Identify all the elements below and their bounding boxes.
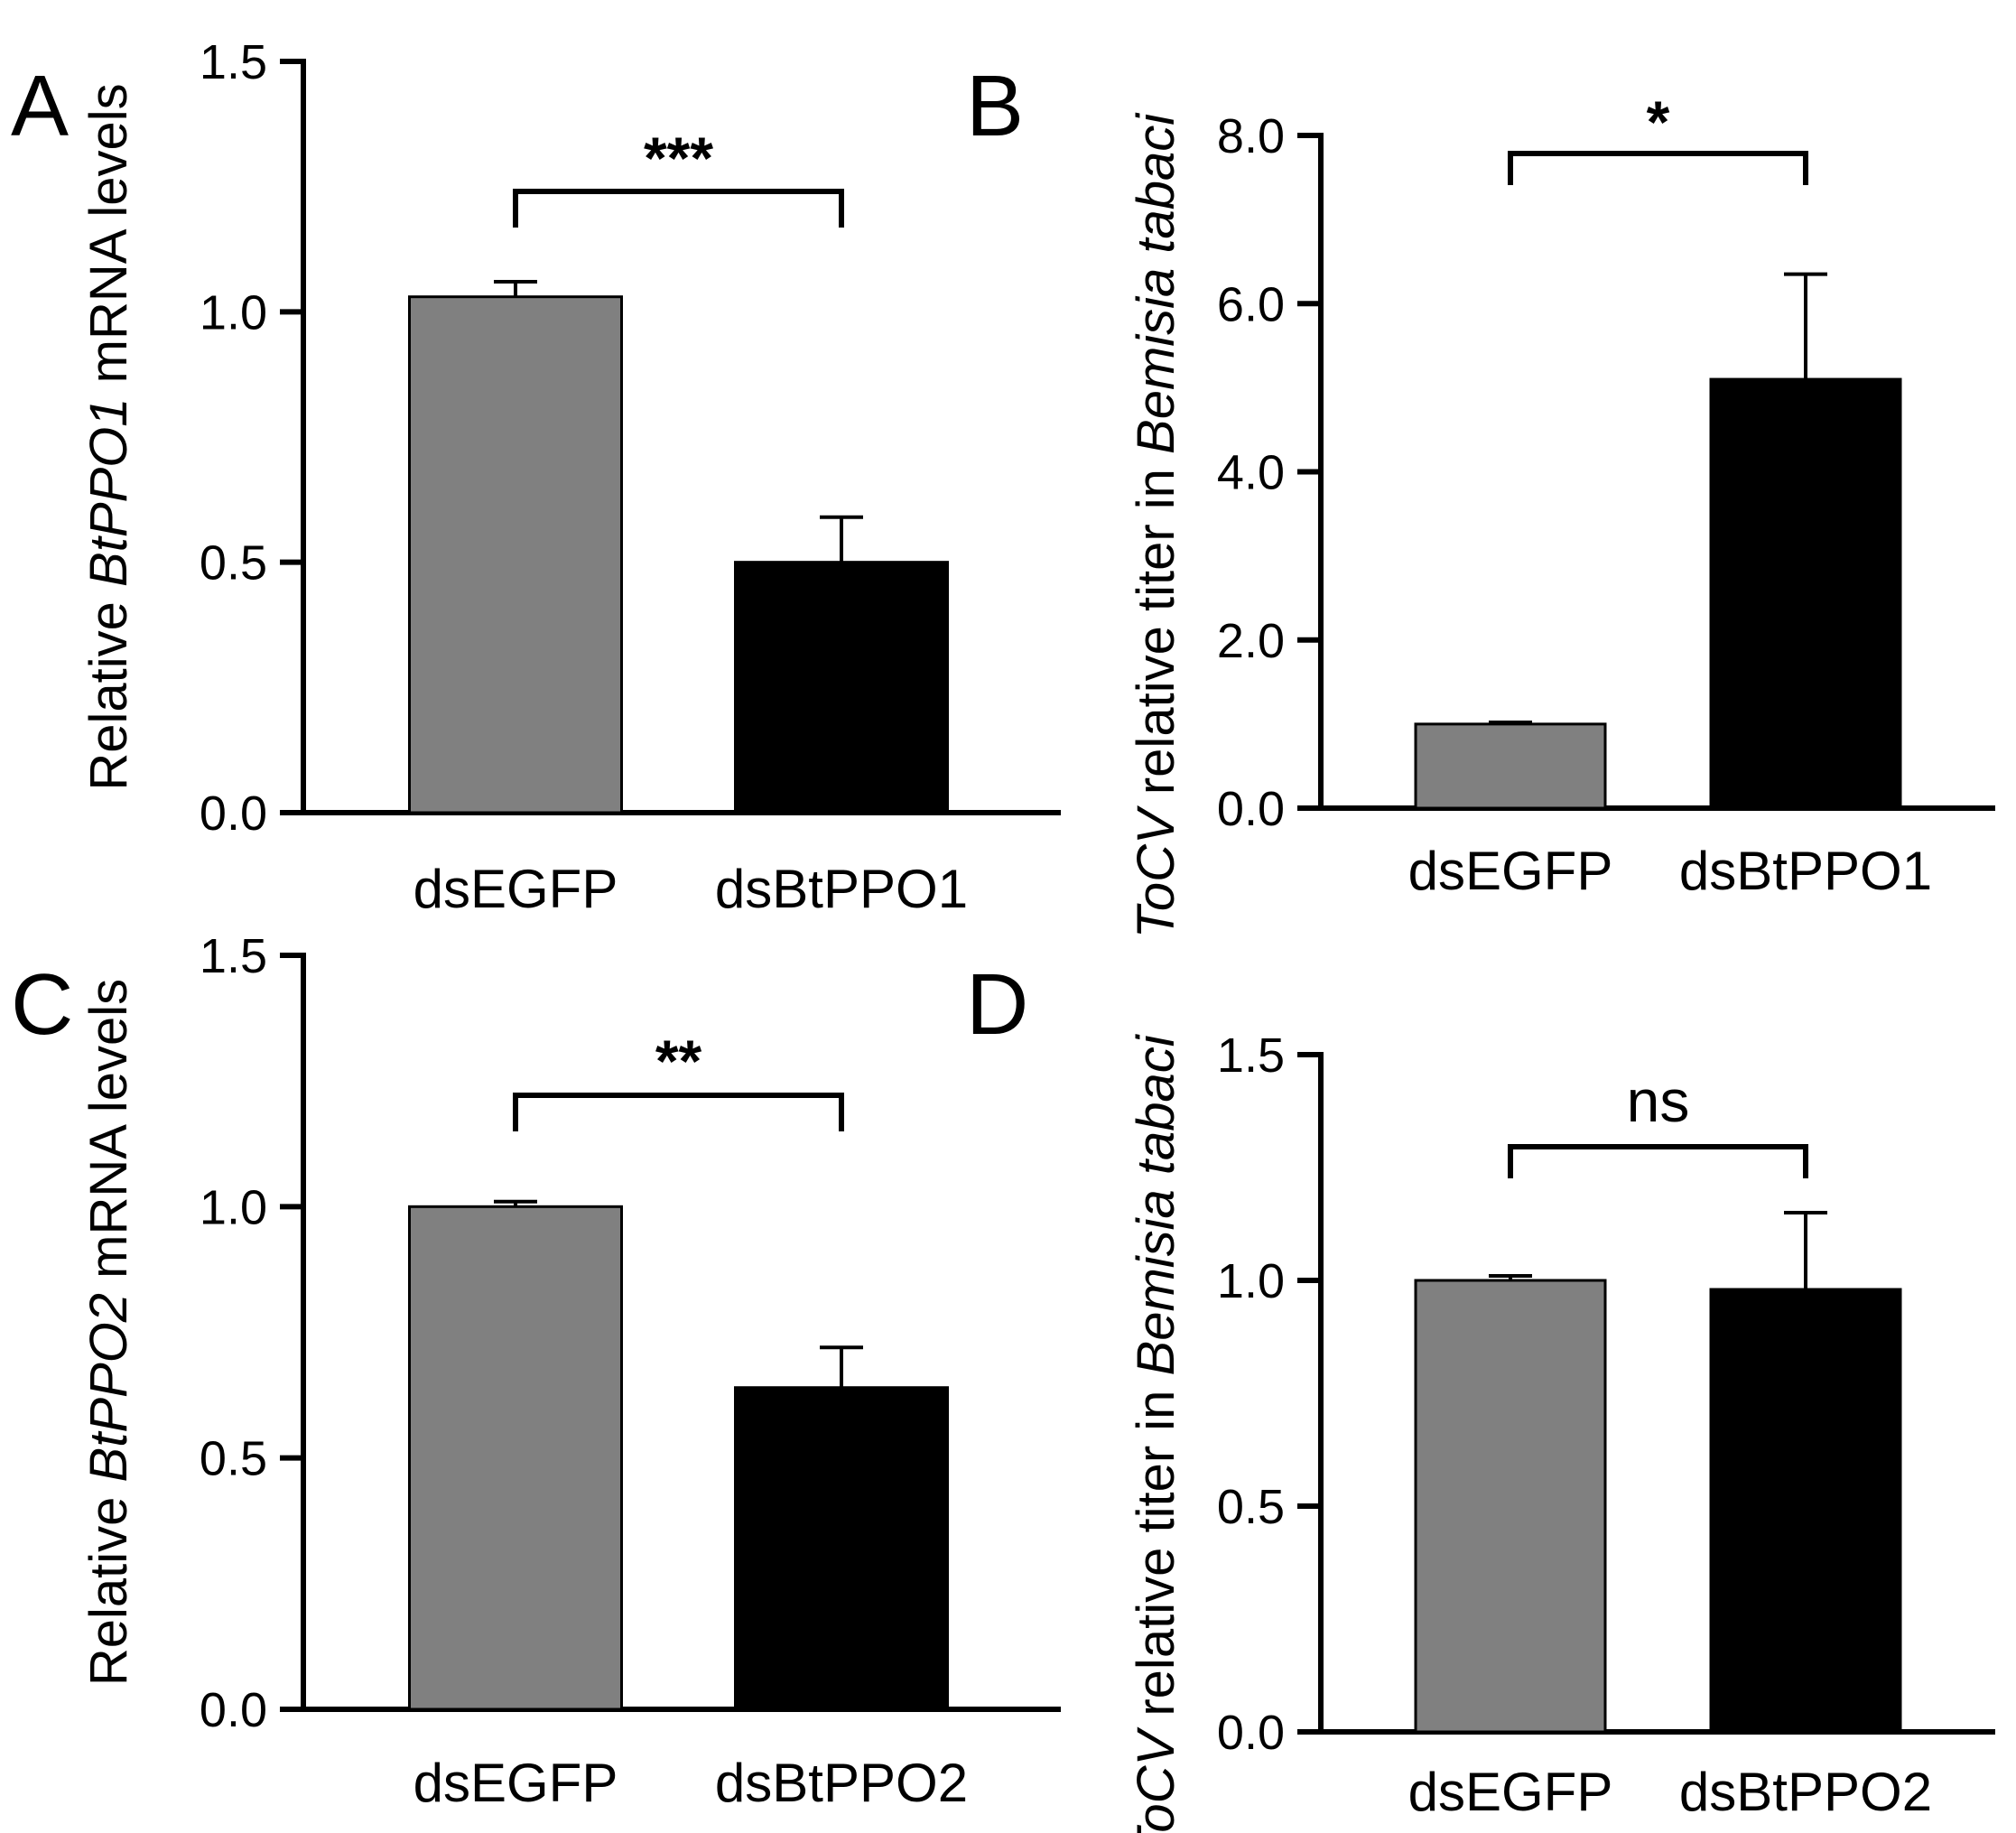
category-label: dsBtPPO1 xyxy=(1679,841,1932,901)
y-tick-label: 6.0 xyxy=(1217,277,1285,331)
significance-label: * xyxy=(1647,88,1670,155)
category-label: dsBtPPO2 xyxy=(715,1753,968,1813)
significance-bracket xyxy=(1508,151,1808,185)
y-tick-label: 8.0 xyxy=(1217,109,1285,163)
y-tick-label: 0.5 xyxy=(1217,1480,1285,1534)
y-tick-label: 2.0 xyxy=(1217,614,1285,668)
category-label: dsBtPPO2 xyxy=(1679,1762,1932,1822)
y-tick-label: 0.0 xyxy=(1217,782,1285,836)
panel-letter: C xyxy=(11,956,73,1053)
panel-b: B 0.0 2.0 4.0 6.0 8.0 dsEGFP dsBtPPO1 * ToCV rela… xyxy=(966,58,1995,938)
bar-dsegfp xyxy=(1414,722,1607,810)
y-tick-label: 0.5 xyxy=(200,536,267,591)
y-tick-label: 1.0 xyxy=(200,1180,267,1234)
y-axis-label: ToCV relative titer in Bemisia tabaci xyxy=(1127,112,1185,938)
panel-c: C 0.0 0.5 1.0 1.5 dsEGFP dsBtPPO2 ** Relative Bt… xyxy=(11,929,1061,1813)
y-tick-label: 1.5 xyxy=(1217,1028,1285,1083)
y-tick-label: 0.5 xyxy=(200,1432,267,1486)
y-tick-label: 0.0 xyxy=(200,786,267,841)
y-tick-label: 4.0 xyxy=(1217,446,1285,500)
significance-label: ** xyxy=(655,1028,702,1094)
bar-dsbtppo1 xyxy=(1709,377,1902,810)
bar-dsegfp xyxy=(408,1205,623,1711)
category-label: dsEGFP xyxy=(413,1753,618,1813)
y-tick-label: 0.0 xyxy=(200,1683,267,1737)
y-tick-label: 1.5 xyxy=(200,929,267,983)
panel-letter: D xyxy=(966,956,1028,1053)
bar-dsbtppo2 xyxy=(734,1386,949,1711)
y-tick-label: 1.0 xyxy=(1217,1254,1285,1308)
category-label: dsEGFP xyxy=(1408,1762,1613,1822)
bar-dsegfp xyxy=(1414,1279,1607,1734)
significance-bracket xyxy=(513,1093,844,1131)
category-label: dsBtPPO1 xyxy=(715,859,968,919)
significance-label: ns xyxy=(1627,1067,1690,1134)
bar-dsbtppo2 xyxy=(1709,1288,1902,1734)
panel-d: D 0.0 0.5 1.0 1.5 dsEGFP dsBtPPO2 ns ToCV relati… xyxy=(966,956,1995,1833)
y-tick-label: 1.5 xyxy=(200,35,267,89)
panel-a: A 0.0 0.5 1.0 1.5 dsEGFP dsBtPPO1 *** Relative B… xyxy=(11,35,1061,919)
significance-bracket xyxy=(1508,1144,1808,1178)
y-tick-label: 0.0 xyxy=(1217,1706,1285,1760)
category-label: dsEGFP xyxy=(413,859,618,919)
significance-label: *** xyxy=(644,125,713,191)
y-tick-label: 1.0 xyxy=(200,285,267,340)
bar-dsegfp xyxy=(408,295,623,814)
y-axis-label: Relative BtPPO2 mRNA levels xyxy=(79,979,138,1686)
bar-dsbtppo1 xyxy=(734,561,949,814)
panel-letter: A xyxy=(11,58,69,154)
significance-bracket xyxy=(513,189,844,228)
category-label: dsEGFP xyxy=(1408,841,1613,901)
y-axis-label: ToCV relative titer in Bemisia tabaci xyxy=(1127,1033,1185,1833)
panel-letter: B xyxy=(966,58,1024,154)
y-axis-label: Relative BtPPO1 mRNA levels xyxy=(79,83,138,790)
